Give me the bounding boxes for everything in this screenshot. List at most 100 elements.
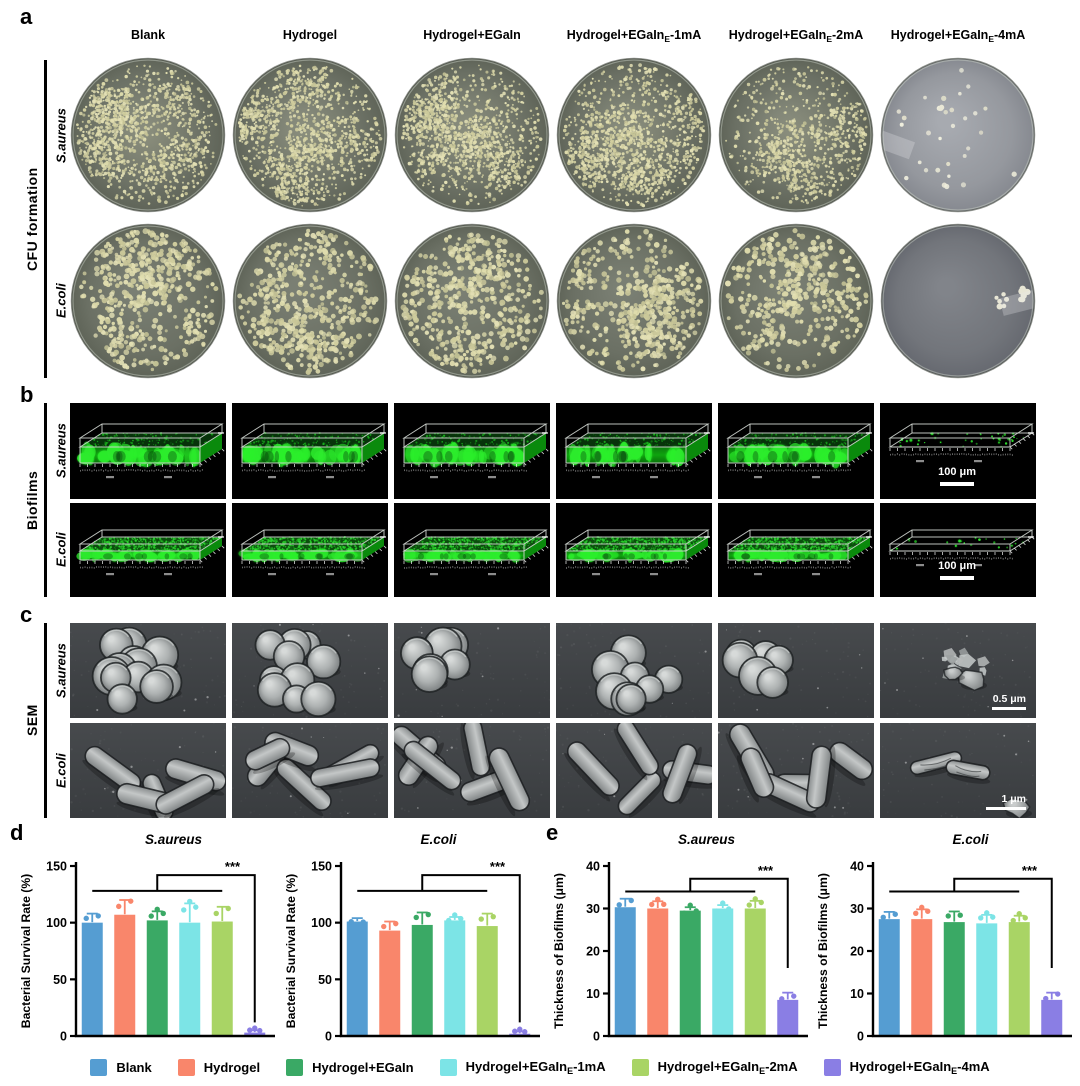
biofilm-saureus-3 <box>394 403 550 499</box>
cfu-dish-saureus-2 <box>232 57 388 213</box>
chart-thickness-saureus: S.aureus Thickness of Biofilms (μm) 0 10 20 3… <box>549 830 813 1057</box>
panel-letter-c: c <box>20 602 33 627</box>
legend-label: Blank <box>116 1059 152 1075</box>
bar-5 <box>476 926 498 1036</box>
bar-2 <box>114 914 136 1036</box>
y-tick-label: 20 <box>850 945 864 959</box>
panel-letter-d: d <box>10 820 24 845</box>
biofilm-saureus-2 <box>232 403 388 499</box>
panel-letter-b: b <box>20 382 34 407</box>
significance-label: *** <box>490 859 506 874</box>
biofilm-ecoli-2 <box>232 503 388 597</box>
bar-1 <box>81 922 103 1036</box>
column-header-4: Hydrogel+EGaInE-1mA <box>566 28 702 44</box>
y-tick-label: 50 <box>53 973 67 987</box>
significance-bracket <box>357 874 521 1023</box>
bar-chart: E.coli Thickness of Biofilms (μm) 0 10 20 30 4… <box>816 832 1072 1044</box>
significance-label: *** <box>758 863 774 878</box>
sem-ecoli-2 <box>232 723 388 818</box>
bar-6 <box>777 999 799 1036</box>
legend-label: Hydrogel+EGaIn <box>312 1059 414 1075</box>
bar-3 <box>146 920 168 1036</box>
column-header-2: Hydrogel <box>282 28 338 42</box>
legend-swatch <box>823 1058 841 1076</box>
sem-ecoli-5 <box>718 723 874 818</box>
y-tick-label: 10 <box>586 987 600 1001</box>
row-label-a-saureus: S.aureus <box>53 108 69 164</box>
legend-swatch <box>439 1058 457 1076</box>
sem-ecoli-1 <box>70 723 226 818</box>
sem-saureus-1 <box>70 623 226 718</box>
sem-ecoli-3 <box>394 723 550 818</box>
y-tick-label: 0 <box>593 1030 600 1044</box>
chart-survival-ecoli: E.coli Bacterial Survival Rate (%) 0 50 100 1… <box>281 830 545 1057</box>
sem-ecoli-4 <box>556 723 712 818</box>
cfu-dish-saureus-1 <box>70 57 226 213</box>
significance-bracket <box>889 877 1053 968</box>
significance-bracket <box>92 874 256 1023</box>
biofilm-ecoli-6 <box>880 503 1036 597</box>
bar-chart: S.aureus Bacterial Survival Rate (%) 0 50 10… <box>19 832 275 1044</box>
group-legend: Blank Hydrogel Hydrogel+EGaIn Hydrogel+EGaI… <box>0 1052 1080 1082</box>
row-label-c-saureus: S.aureus <box>53 643 69 698</box>
sem-saureus-6 <box>880 623 1036 718</box>
sem-scalebar-2 <box>986 807 1026 810</box>
y-tick-label: 10 <box>850 987 864 1001</box>
chart-title: S.aureus <box>678 832 736 847</box>
column-header-3: Hydrogel+EGaIn <box>423 28 521 42</box>
sem-scalebar-text-1: 0.5 μm <box>992 693 1026 705</box>
legend-swatch <box>286 1058 304 1076</box>
legend-swatch <box>90 1058 108 1076</box>
sem-saureus-2 <box>232 623 388 718</box>
bar-4 <box>976 923 998 1036</box>
bar-6 <box>1041 999 1063 1036</box>
chart-title: S.aureus <box>145 832 203 847</box>
sem-scalebar-text-2: 1 μm <box>1001 793 1026 805</box>
sem-saureus-4 <box>556 623 712 718</box>
cfu-dish-saureus-3 <box>394 57 550 213</box>
bar-4 <box>179 922 201 1036</box>
cfu-dish-ecoli-4 <box>556 223 712 379</box>
chart-title: E.coli <box>952 832 988 847</box>
row-label-b-saureus: S.aureus <box>53 423 69 479</box>
legend-label: Hydrogel <box>203 1059 261 1075</box>
panel-c-rail <box>44 623 47 818</box>
y-axis-label: Bacterial Survival Rate (%) <box>19 874 33 1028</box>
subscript: E <box>951 1065 958 1076</box>
subscript: E <box>826 34 833 44</box>
legend-label: Hydrogel+EGaInE-2mA <box>657 1058 798 1076</box>
biofilm-scalebar-1 <box>940 482 974 486</box>
sem-ecoli-6 <box>880 723 1036 818</box>
y-tick-label: 20 <box>586 945 600 959</box>
row-label-c-ecoli: E.coli <box>53 753 69 788</box>
subscript: E <box>567 1065 574 1076</box>
biofilm-ecoli-4 <box>556 503 712 597</box>
bar-chart: E.coli Bacterial Survival Rate (%) 0 50 100 1… <box>284 832 540 1044</box>
bar-chart: S.aureus Thickness of Biofilms (μm) 0 10 20 3… <box>552 832 808 1044</box>
y-tick-label: 40 <box>850 860 864 874</box>
biofilm-saureus-4 <box>556 403 712 499</box>
biofilm-ecoli-5 <box>718 503 874 597</box>
chart-thickness-ecoli: E.coli Thickness of Biofilms (μm) 0 10 20 30 4… <box>813 830 1077 1057</box>
y-axis-label: Bacterial Survival Rate (%) <box>284 874 298 1028</box>
cfu-dish-saureus-5 <box>718 57 874 213</box>
significance-bracket <box>625 877 789 968</box>
column-header-5: Hydrogel+EGaInE-2mA <box>728 28 864 44</box>
biofilm-ecoli-3 <box>394 503 550 597</box>
column-header-1: Blank <box>130 28 166 42</box>
subscript: E <box>988 34 995 44</box>
panel-b-rail <box>44 403 47 597</box>
column-header-6: Hydrogel+EGaInE-4mA <box>890 28 1026 44</box>
row-label-a-ecoli: E.coli <box>53 283 69 319</box>
y-tick-label: 30 <box>850 902 864 916</box>
legend-label: Hydrogel+EGaInE-1mA <box>465 1058 606 1076</box>
y-tick-label: 0 <box>857 1030 864 1044</box>
bar-5 <box>744 908 766 1036</box>
sem-saureus-5 <box>718 623 874 718</box>
legend-label: Hydrogel+EGaInE-4mA <box>849 1058 990 1076</box>
significance-label: *** <box>1022 863 1038 878</box>
biofilm-ecoli-1 <box>70 503 226 597</box>
sem-scalebar-1 <box>992 707 1026 710</box>
y-tick-label: 100 <box>311 916 332 930</box>
y-axis-label: Thickness of Biofilms (μm) <box>816 873 830 1029</box>
